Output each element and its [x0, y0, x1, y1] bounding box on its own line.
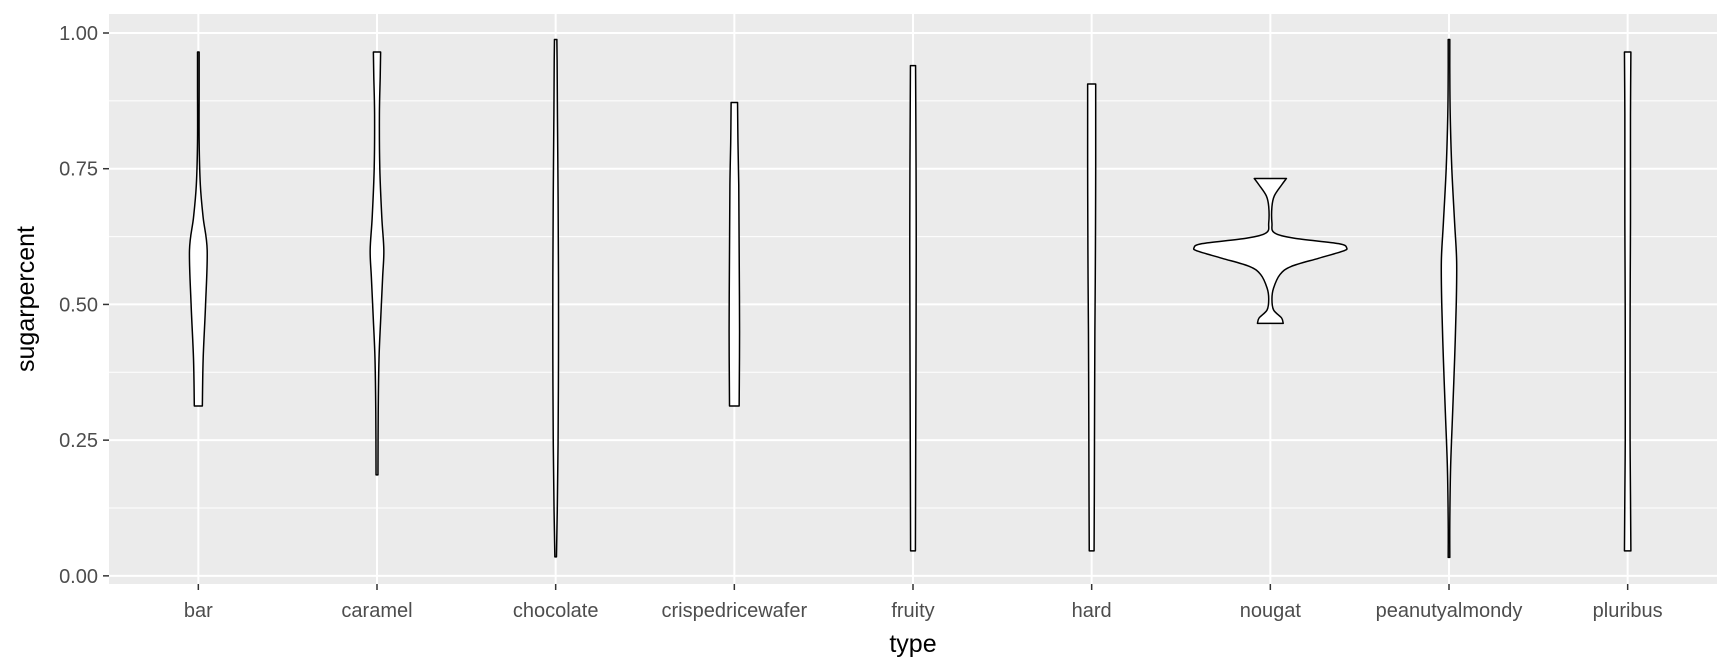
x-tick-label: caramel [341, 600, 412, 622]
violin-bar [188, 51, 209, 407]
violin-pluribus [1623, 51, 1632, 552]
x-axis-title: type [889, 630, 936, 658]
x-tick-label: chocolate [513, 600, 599, 622]
violin-caramel [369, 51, 385, 476]
y-tick-label: 0.00 [59, 566, 98, 588]
x-tick-label: crispedricewafer [662, 600, 808, 622]
violin-fruity [909, 64, 917, 552]
x-tick-label: pluribus [1593, 600, 1663, 622]
x-tick-label: fruity [891, 600, 934, 622]
x-tick-label: nougat [1240, 600, 1302, 622]
x-tick-label: bar [184, 600, 213, 622]
y-tick-label: 0.75 [59, 159, 98, 181]
y-axis-title: sugarpercent [12, 226, 40, 372]
y-tick-label: 0.50 [59, 294, 98, 316]
violin-hard [1086, 83, 1097, 552]
violin-crispedricewafer [728, 101, 741, 407]
violin-nougat [1192, 177, 1348, 325]
y-tick-label: 0.25 [59, 430, 98, 452]
violin-chocolate [552, 38, 560, 558]
y-axis: 0.00 0.25 0.50 0.75 1.00 [59, 23, 109, 588]
x-axis: bar caramel chocolate crispedricewafer fruit… [184, 584, 1663, 622]
violins [188, 38, 1632, 559]
x-tick-label: peanutyalmondy [1376, 600, 1523, 622]
y-tick-label: 1.00 [59, 23, 98, 45]
x-tick-label: hard [1072, 600, 1112, 622]
violin-peanutyalmondy [1440, 38, 1458, 559]
